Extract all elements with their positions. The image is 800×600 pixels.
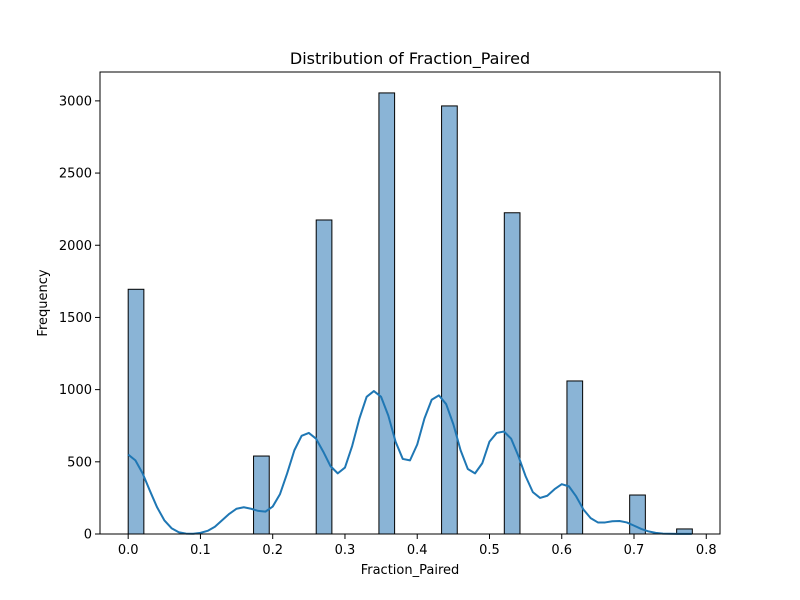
x-tick-label: 0.5 bbox=[479, 543, 500, 558]
histogram-bar bbox=[315, 219, 333, 535]
plot-frame bbox=[99, 71, 721, 535]
x-axis-ticks: 0.0 0.1 0.2 0.3 0.4 0.5 0.6 0.7 0.8 bbox=[118, 534, 717, 558]
y-tick-label: 2500 bbox=[59, 167, 92, 182]
x-tick-label: 0.0 bbox=[118, 543, 139, 558]
x-tick-label: 0.8 bbox=[696, 543, 717, 558]
x-tick-label: 0.6 bbox=[551, 543, 572, 558]
histogram-bar bbox=[127, 288, 145, 535]
y-tick-label: 500 bbox=[67, 455, 92, 470]
y-axis-ticks: 0 500 1000 1500 2000 2500 3000 bbox=[59, 94, 100, 543]
y-tick-label: 3000 bbox=[59, 94, 92, 109]
histogram-bar bbox=[441, 105, 458, 535]
y-tick-label: 2000 bbox=[59, 239, 92, 254]
y-tick-label: 1500 bbox=[59, 311, 92, 326]
chart-title: Distribution of Fraction_Paired bbox=[290, 49, 530, 69]
histogram-bar bbox=[253, 455, 270, 535]
y-axis-label: Frequency bbox=[36, 269, 51, 336]
y-tick-label: 0 bbox=[84, 528, 92, 543]
kde-curve bbox=[127, 390, 692, 535]
y-tick-label: 1000 bbox=[59, 383, 92, 398]
x-tick-label: 0.1 bbox=[190, 543, 211, 558]
x-tick-label: 0.3 bbox=[335, 543, 356, 558]
x-axis-label: Fraction_Paired bbox=[361, 563, 460, 578]
x-tick-label: 0.2 bbox=[262, 543, 283, 558]
kde-layer bbox=[127, 390, 692, 535]
axes-layer bbox=[99, 71, 721, 535]
histogram-bar bbox=[378, 92, 396, 535]
histogram-bar bbox=[503, 212, 521, 535]
x-tick-label: 0.7 bbox=[624, 543, 645, 558]
histogram-bar bbox=[566, 380, 584, 535]
x-tick-label: 0.4 bbox=[407, 543, 428, 558]
